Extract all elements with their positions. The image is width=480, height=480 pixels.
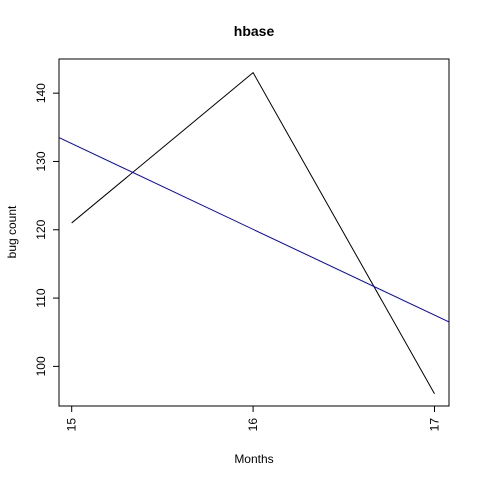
trend-line bbox=[58, 137, 450, 323]
x-tick-label: 15 bbox=[65, 418, 79, 432]
y-tick-label: 130 bbox=[34, 151, 48, 171]
y-tick-label: 140 bbox=[34, 83, 48, 103]
x-tick-label: 17 bbox=[427, 418, 441, 432]
x-axis: 15 16 17 bbox=[65, 406, 441, 432]
y-tick-label: 110 bbox=[34, 288, 48, 307]
x-axis-label: Months bbox=[234, 452, 273, 466]
series-line bbox=[71, 71, 435, 394]
y-tick-label: 120 bbox=[34, 219, 48, 239]
y-tick-label: 100 bbox=[34, 356, 48, 376]
plot-frame bbox=[58, 58, 450, 407]
x-tick-label: 16 bbox=[246, 418, 260, 432]
y-axis-label: bug count bbox=[5, 205, 19, 258]
series-layer bbox=[58, 71, 450, 394]
y-axis: 100 110 120 130 140 bbox=[34, 83, 59, 376]
chart-title: hbase bbox=[234, 23, 275, 39]
